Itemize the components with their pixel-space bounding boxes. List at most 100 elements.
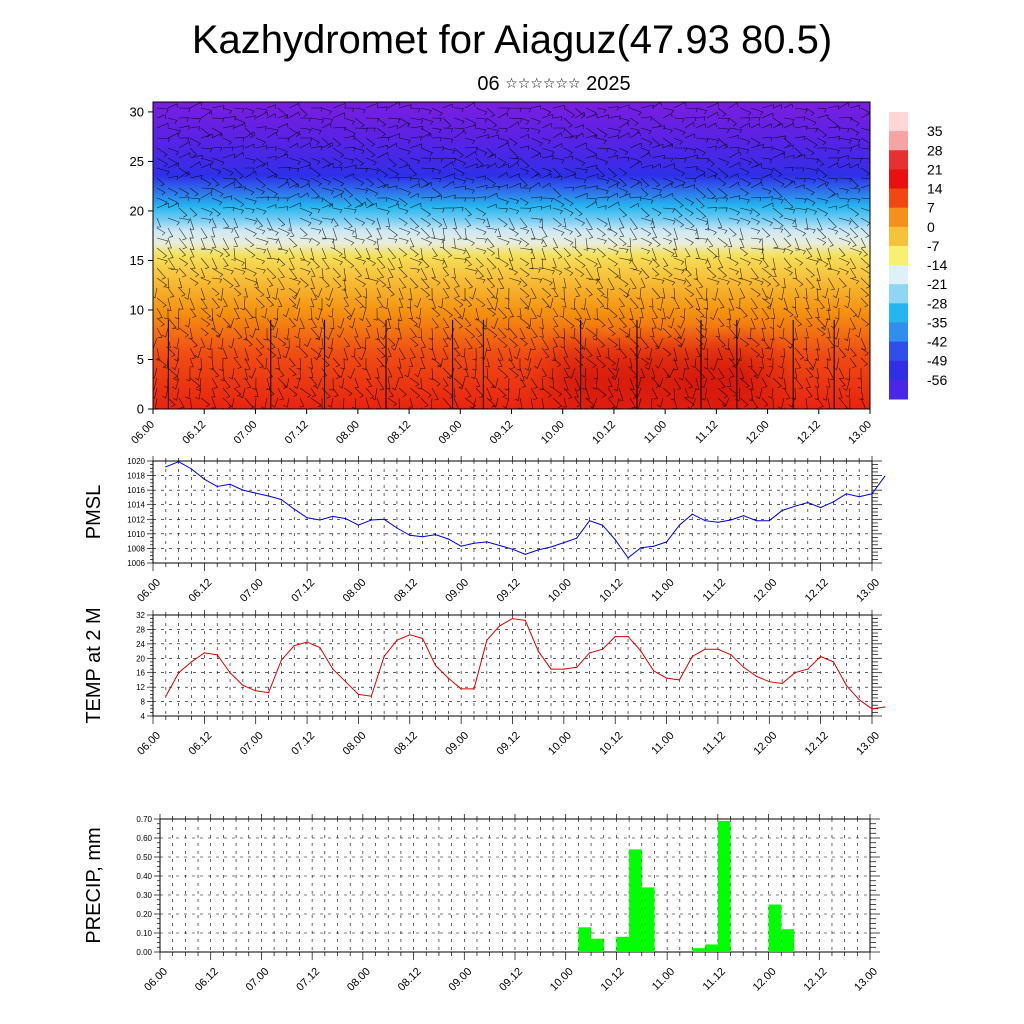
x-tick-label: 10.12 — [597, 730, 625, 758]
x-tick-label: 12.12 — [795, 419, 823, 447]
temp-point — [268, 692, 270, 694]
colorbar-label: 21 — [927, 161, 943, 177]
temp-point — [178, 672, 180, 674]
colorbar-label: -56 — [927, 372, 947, 388]
x-tick-label: 08.00 — [345, 966, 373, 994]
pmsl-panel: 1006 1008 1010 1012 1014 1016 1018 1020 06.00 06.… — [83, 456, 886, 605]
x-tick-label: 06.12 — [193, 966, 221, 994]
x-tick-label: 11.00 — [649, 730, 676, 757]
colorbar-swatch — [889, 188, 908, 209]
x-tick-label: 09.00 — [443, 577, 471, 605]
x-tick-label: 08.00 — [341, 577, 369, 605]
pmsl-point — [460, 545, 462, 547]
minor-ticks — [147, 610, 882, 724]
y-tick-label: 20 — [130, 203, 144, 218]
x-tick-label: 06.12 — [187, 730, 215, 758]
minor-ticks — [154, 814, 880, 960]
x-tick-label: 10.12 — [590, 419, 618, 447]
x-tick-label: 10.00 — [539, 419, 567, 447]
page-subtitle: 06 ☆☆☆☆☆☆ 2025 — [0, 70, 1024, 98]
pmsl-point — [755, 520, 758, 522]
pmsl-point — [588, 520, 591, 522]
temp-point — [447, 677, 449, 679]
colorbar-label: -21 — [927, 276, 947, 292]
temp-point — [383, 655, 385, 658]
temp-point — [537, 650, 539, 652]
temp-point — [255, 690, 257, 692]
temp-point — [601, 648, 604, 650]
x-tick-label: 11.12 — [693, 419, 720, 446]
x-tick-label: 13.00 — [846, 419, 874, 447]
y-tick-label: 24 — [136, 640, 145, 649]
x-tick-label: 10.12 — [597, 577, 625, 605]
pmsl-point — [499, 544, 501, 547]
y-tick-label: 1016 — [127, 486, 145, 495]
x-tick-label: 13.00 — [854, 577, 882, 605]
temp-point — [678, 679, 681, 681]
y-axis-label: PRECIP, mm — [83, 827, 105, 943]
pmsl-point — [229, 483, 231, 485]
pmsl-point — [537, 549, 539, 551]
temp-point — [743, 666, 745, 668]
colorbar-swatch — [889, 150, 908, 170]
precip-bar — [591, 938, 604, 952]
colorbar-swatch — [889, 169, 908, 190]
x-tick-label: 06.00 — [135, 577, 163, 605]
x-tick-label: 10.00 — [546, 730, 574, 758]
x-tick-label: 12.12 — [803, 730, 831, 758]
pmsl-point — [563, 542, 565, 544]
colorbar-swatch — [889, 341, 908, 362]
temp-point — [755, 675, 758, 677]
pmsl-point — [550, 546, 552, 548]
grid — [153, 461, 872, 563]
temp-point — [845, 684, 847, 686]
grid — [153, 615, 872, 716]
temp-point — [165, 695, 167, 697]
minor-ticks — [147, 456, 882, 571]
temp-point — [486, 639, 488, 641]
temp-point — [588, 652, 591, 654]
x-tick-label: 09.12 — [488, 419, 516, 447]
y-tick-label: 1006 — [127, 559, 145, 568]
pmsl-point — [511, 548, 514, 550]
pmsl-point — [640, 547, 642, 549]
y-tick-label: 12 — [136, 683, 145, 692]
colorbar-swatch — [889, 284, 908, 304]
colorbar-swatch — [889, 265, 908, 285]
pmsl-point — [653, 545, 655, 547]
pmsl-point — [794, 505, 796, 507]
temp-point — [550, 668, 552, 670]
pmsl-point — [768, 520, 770, 522]
temp-point — [858, 699, 860, 701]
colorbar-label: -7 — [927, 238, 940, 254]
page-title: Kazhydromet for Aiaguz(47.93 80.5) — [191, 18, 833, 62]
x-tick-label: 09.00 — [446, 966, 474, 994]
temp-point — [357, 693, 359, 696]
pmsl-point — [666, 541, 668, 543]
pmsl-point — [845, 493, 847, 495]
x-tick-label: 11.00 — [642, 419, 669, 446]
temp-point — [190, 661, 193, 663]
y-tick-label: 1020 — [127, 457, 145, 466]
y-tick-label: 16 — [136, 669, 145, 678]
temp-point — [524, 619, 526, 622]
pmsl-point — [627, 557, 629, 559]
y-tick-label: 25 — [130, 154, 144, 169]
y-tick-label: 0.10 — [136, 929, 152, 938]
temp-point — [666, 677, 668, 679]
pmsl-point — [884, 475, 886, 477]
y-tick-label: 4 — [141, 712, 146, 721]
x-tick-label: 12.00 — [751, 730, 779, 758]
x-tick-label: 09.00 — [436, 419, 464, 447]
x-tick-label: 08.00 — [341, 730, 369, 758]
precip-bar — [692, 948, 706, 952]
temp-point — [820, 655, 822, 658]
pmsl-point — [858, 496, 860, 498]
temp-point — [640, 650, 642, 652]
temp-point — [396, 639, 398, 641]
precip-panel: 0.00 0.10 0.20 0.30 0.40 0.50 0.60 0.70 06.00 06.… — [83, 814, 880, 994]
pmsl-point — [293, 508, 295, 510]
pmsl-point — [242, 489, 244, 491]
pmsl-point — [357, 524, 359, 526]
x-tick-label: 06.00 — [142, 966, 170, 994]
